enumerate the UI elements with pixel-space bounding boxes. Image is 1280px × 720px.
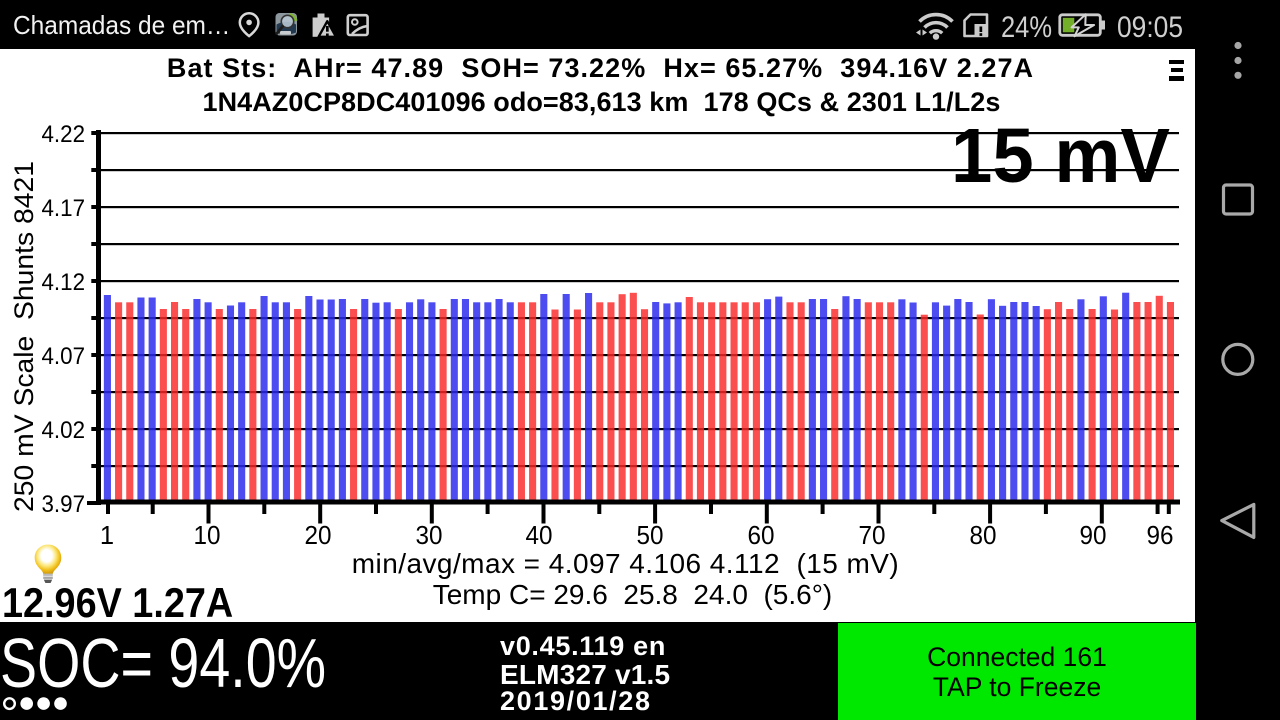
svg-text:60: 60 [748, 522, 775, 550]
svg-text:96: 96 [1147, 522, 1174, 550]
svg-text:1: 1 [100, 522, 114, 550]
svg-text:15 mV: 15 mV [951, 113, 1170, 199]
svg-text:4.07: 4.07 [42, 343, 86, 370]
svg-text:20: 20 [305, 522, 332, 550]
svg-text:10: 10 [194, 522, 221, 550]
svg-text:50: 50 [637, 522, 664, 550]
svg-text:4.17: 4.17 [42, 195, 86, 222]
svg-text:70: 70 [859, 522, 886, 550]
svg-text:09:05: 09:05 [1117, 11, 1183, 44]
svg-text:4.12: 4.12 [42, 269, 86, 296]
svg-text:80: 80 [970, 522, 997, 550]
svg-text:24%: 24% [1001, 11, 1052, 44]
svg-text:250 mV Scale Shunts 8421: 250 mV Scale Shunts 8421 [9, 161, 39, 512]
svg-text:90: 90 [1080, 522, 1107, 550]
svg-text:4.22: 4.22 [42, 121, 86, 148]
svg-text:40: 40 [526, 522, 553, 550]
svg-text:30: 30 [416, 522, 443, 550]
svg-text:3.97: 3.97 [42, 491, 86, 518]
svg-text:4.02: 4.02 [42, 417, 86, 444]
